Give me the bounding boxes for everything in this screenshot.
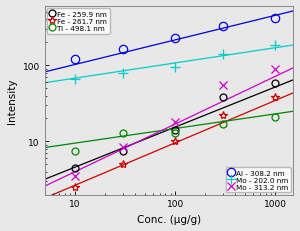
Legend: Al - 308.2 nm, Mo - 202.0 nm, Mo - 313.2 nm: Al - 308.2 nm, Mo - 202.0 nm, Mo - 313.2… bbox=[226, 167, 291, 193]
X-axis label: Conc. (μg/g): Conc. (μg/g) bbox=[137, 214, 201, 224]
Y-axis label: Intensity: Intensity bbox=[7, 78, 17, 124]
